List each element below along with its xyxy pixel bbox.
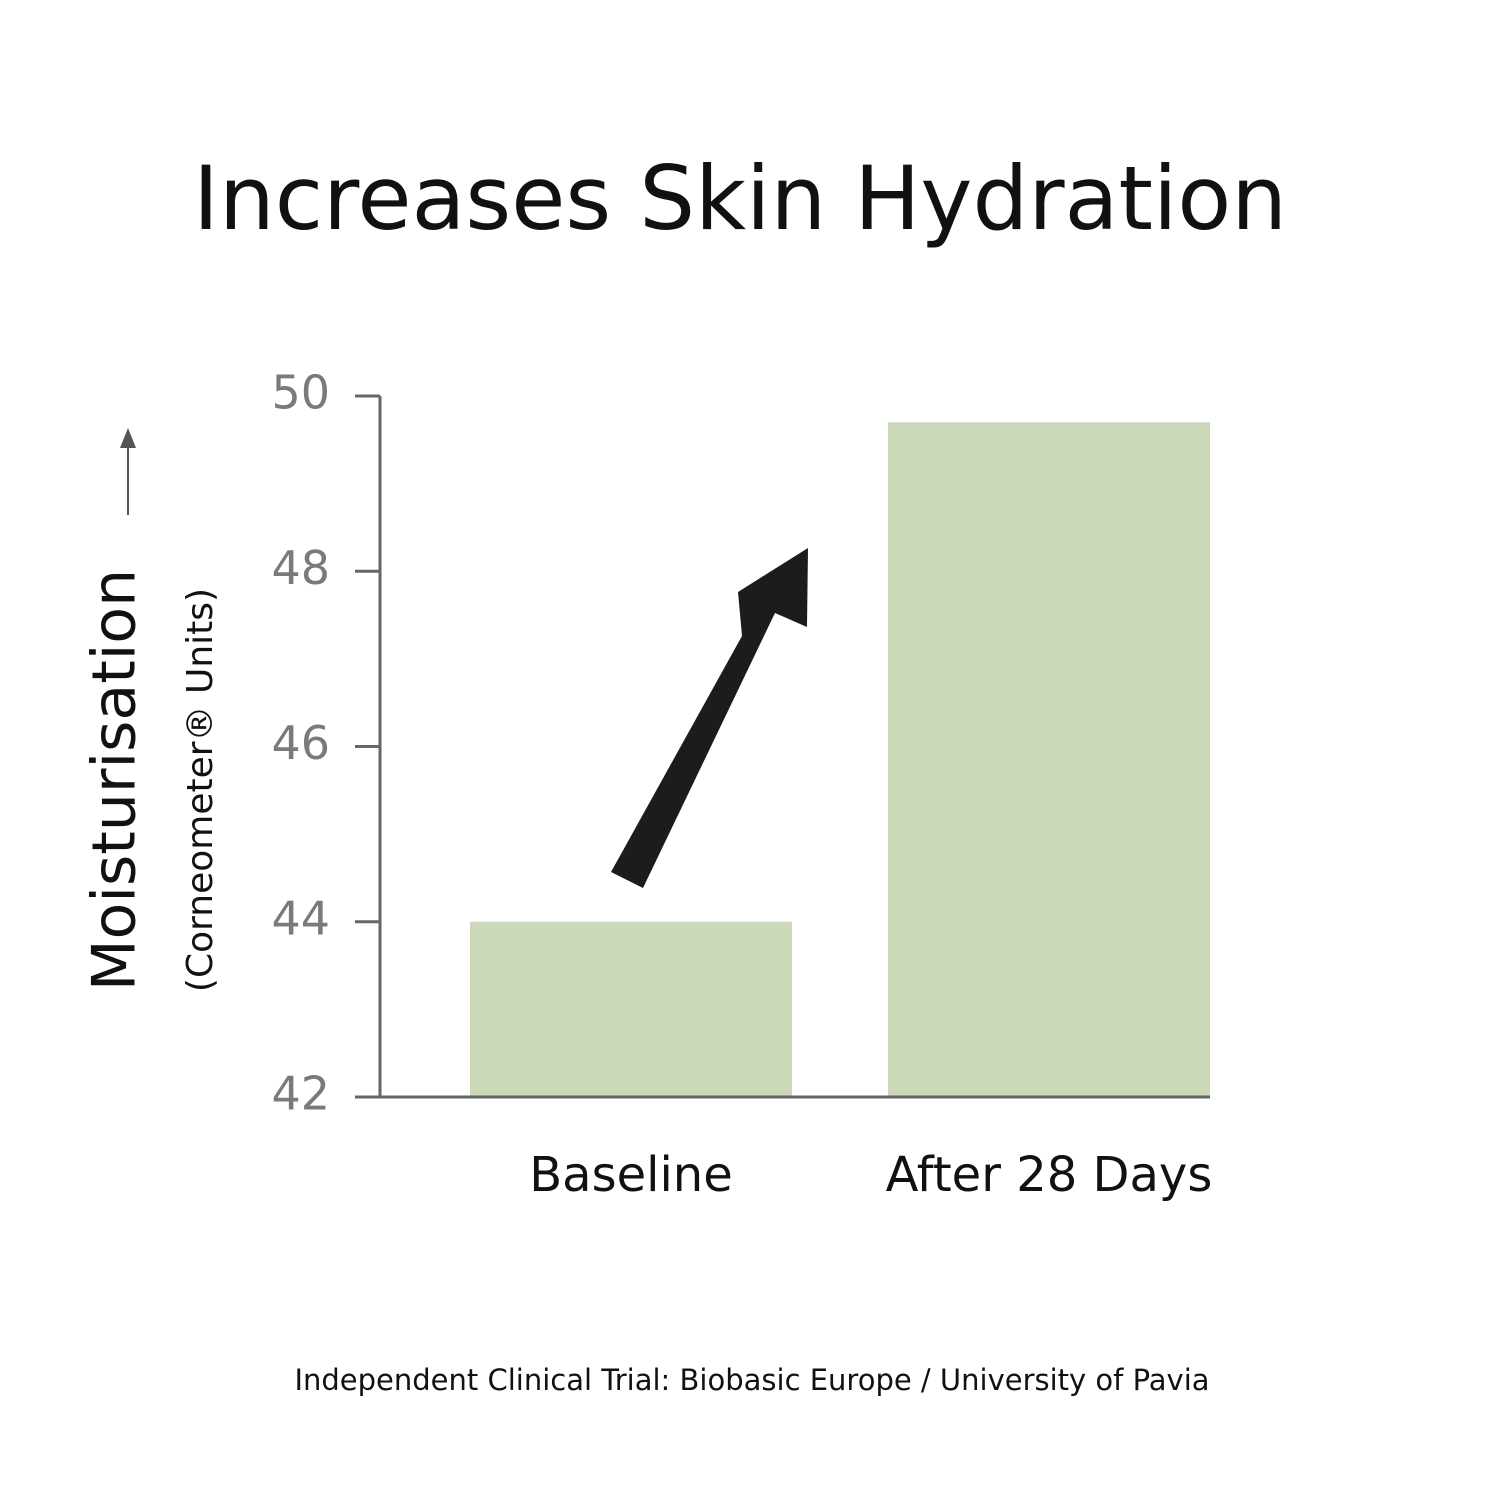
x-tick-label: After 28 Days	[886, 1147, 1213, 1203]
bar	[470, 921, 792, 1097]
increase-arrow	[611, 548, 808, 888]
y-tick-label: 44	[271, 891, 330, 945]
y-tick-label: 42	[271, 1067, 330, 1121]
y-axis-label: Moisturisation	[80, 569, 150, 991]
chart-title: Increases Skin Hydration	[193, 147, 1287, 250]
footnote: Independent Clinical Trial: Biobasic Eur…	[294, 1363, 1209, 1397]
y-axis-unit: (Corneometer® Units)	[180, 588, 221, 992]
y-tick-label: 46	[271, 716, 330, 770]
y-tick-label: 48	[271, 541, 330, 595]
y-tick-label: 50	[271, 366, 330, 420]
bar	[888, 422, 1210, 1098]
x-tick-label: Baseline	[529, 1147, 733, 1203]
y-axis-arrow-head	[120, 428, 136, 448]
